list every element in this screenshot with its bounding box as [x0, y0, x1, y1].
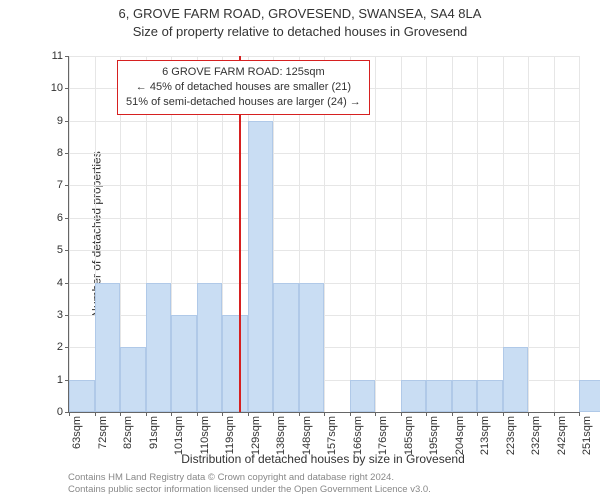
- x-tick-mark: [171, 412, 172, 416]
- chart-container: 6, GROVE FARM ROAD, GROVESEND, SWANSEA, …: [0, 0, 600, 500]
- y-tick-label: 11: [52, 50, 69, 62]
- x-tick-label: 72sqm: [97, 416, 109, 449]
- histogram-bar: [452, 380, 478, 412]
- histogram-bar: [95, 283, 121, 412]
- x-tick-label: 157sqm: [326, 416, 338, 455]
- histogram-bar: [120, 347, 146, 412]
- y-tick-label: 10: [51, 82, 69, 94]
- y-tick-label: 8: [57, 147, 69, 159]
- gridline-v: [375, 56, 376, 412]
- x-tick-label: 223sqm: [505, 416, 517, 455]
- x-tick-label: 166sqm: [352, 416, 364, 455]
- histogram-bar: [503, 347, 529, 412]
- histogram-bar: [426, 380, 452, 412]
- gridline-v: [401, 56, 402, 412]
- histogram-bar: [69, 380, 95, 412]
- footer-line-1: Contains HM Land Registry data © Crown c…: [68, 472, 578, 484]
- gridline-v: [554, 56, 555, 412]
- x-tick-mark: [324, 412, 325, 416]
- histogram-bar: [197, 283, 223, 412]
- footer-line-2: Contains public sector information licen…: [68, 484, 578, 496]
- x-tick-label: 82sqm: [122, 416, 134, 449]
- x-tick-mark: [375, 412, 376, 416]
- annotation-line-2: ← 45% of detached houses are smaller (21…: [126, 80, 361, 95]
- histogram-bar: [248, 121, 274, 412]
- x-tick-label: 148sqm: [301, 416, 313, 455]
- gridline-v: [579, 56, 580, 412]
- x-tick-mark: [350, 412, 351, 416]
- annotation-line-1: 6 GROVE FARM ROAD: 125sqm: [126, 65, 361, 80]
- y-tick-label: 3: [57, 309, 69, 321]
- x-tick-label: 119sqm: [224, 416, 236, 454]
- x-tick-label: 195sqm: [428, 416, 440, 455]
- chart-footer: Contains HM Land Registry data © Crown c…: [68, 472, 578, 496]
- x-tick-label: 232sqm: [530, 416, 542, 455]
- y-tick-label: 5: [57, 244, 69, 256]
- x-tick-mark: [95, 412, 96, 416]
- gridline-v: [452, 56, 453, 412]
- histogram-bar: [350, 380, 376, 412]
- histogram-bar: [579, 380, 600, 412]
- x-tick-label: 110sqm: [199, 416, 211, 454]
- x-tick-label: 138sqm: [275, 416, 287, 455]
- y-tick-label: 9: [57, 115, 69, 127]
- y-tick-label: 7: [57, 179, 69, 191]
- y-tick-label: 1: [57, 374, 69, 386]
- chart-title-main: 6, GROVE FARM ROAD, GROVESEND, SWANSEA, …: [0, 6, 600, 21]
- histogram-bar: [299, 283, 325, 412]
- gridline-v: [426, 56, 427, 412]
- x-tick-mark: [69, 412, 70, 416]
- x-tick-mark: [426, 412, 427, 416]
- gridline-v: [528, 56, 529, 412]
- x-tick-mark: [222, 412, 223, 416]
- chart-title-sub: Size of property relative to detached ho…: [0, 24, 600, 39]
- y-tick-label: 4: [57, 277, 69, 289]
- histogram-bar: [171, 315, 197, 412]
- x-tick-label: 91sqm: [148, 416, 160, 449]
- x-tick-mark: [299, 412, 300, 416]
- x-tick-label: 63sqm: [71, 416, 83, 449]
- x-tick-mark: [554, 412, 555, 416]
- x-tick-mark: [477, 412, 478, 416]
- x-tick-label: 242sqm: [556, 416, 568, 455]
- histogram-bar: [401, 380, 427, 412]
- plot-area: 0123456789101163sqm72sqm82sqm91sqm101sqm…: [68, 56, 579, 413]
- histogram-bar: [146, 283, 172, 412]
- y-tick-label: 0: [57, 406, 69, 418]
- histogram-bar: [273, 283, 299, 412]
- x-tick-mark: [579, 412, 580, 416]
- x-tick-mark: [146, 412, 147, 416]
- x-tick-mark: [120, 412, 121, 416]
- x-tick-label: 185sqm: [403, 416, 415, 455]
- gridline-v: [477, 56, 478, 412]
- x-tick-mark: [248, 412, 249, 416]
- x-tick-mark: [503, 412, 504, 416]
- annotation-box: 6 GROVE FARM ROAD: 125sqm ← 45% of detac…: [117, 60, 370, 115]
- x-tick-mark: [452, 412, 453, 416]
- x-tick-mark: [273, 412, 274, 416]
- x-axis-label: Distribution of detached houses by size …: [68, 452, 578, 466]
- x-tick-mark: [197, 412, 198, 416]
- x-tick-label: 204sqm: [454, 416, 466, 455]
- gridline-v: [69, 56, 70, 412]
- x-tick-mark: [528, 412, 529, 416]
- annotation-line-3: 51% of semi-detached houses are larger (…: [126, 95, 361, 110]
- x-tick-label: 213sqm: [479, 416, 491, 455]
- x-tick-label: 129sqm: [250, 416, 262, 455]
- histogram-bar: [222, 315, 248, 412]
- x-tick-label: 176sqm: [377, 416, 389, 455]
- x-tick-label: 101sqm: [173, 416, 185, 455]
- y-tick-label: 2: [57, 341, 69, 353]
- histogram-bar: [477, 380, 503, 412]
- x-tick-label: 251sqm: [581, 416, 593, 455]
- x-tick-mark: [401, 412, 402, 416]
- y-tick-label: 6: [57, 212, 69, 224]
